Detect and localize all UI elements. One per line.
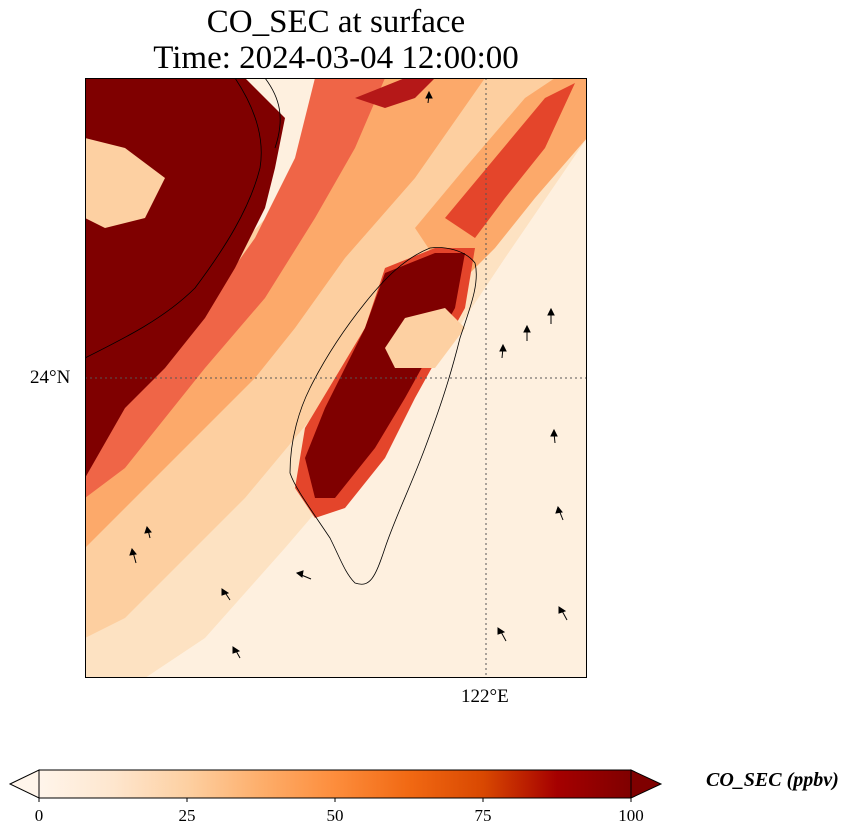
colorbar-tick-label: 0 (34, 806, 44, 825)
map-canvas (85, 78, 587, 678)
coastline-mainland-north (264, 78, 281, 149)
plot-title-line2: Time: 2024-03-04 12:00:00 (153, 40, 519, 76)
colorbar-tick-label: 50 (326, 806, 344, 825)
coastline-mainland (85, 78, 262, 359)
field-top-patch (355, 78, 435, 108)
field-plume-strong (85, 78, 385, 498)
field-plume-mid (85, 78, 485, 548)
colorbar-extend-min (8, 769, 40, 799)
field-light-patch (85, 138, 165, 228)
longitude-label: 122°E (461, 686, 509, 707)
wind-vectors (129, 90, 568, 659)
colorbar-tick-label: 25 (178, 806, 196, 825)
colorbar-svg (8, 769, 663, 802)
colorbar-tick-label: 100 (618, 806, 644, 825)
plot-title-line1: CO_SEC at surface (206, 4, 466, 40)
colorbar-ticks (38, 798, 632, 802)
field-ne-plume-strong (445, 83, 575, 238)
coastline-taiwan (289, 247, 477, 585)
colorbar-title: CO_SEC (ppbv) (706, 769, 839, 791)
latitude-label: 24°N (30, 367, 71, 388)
map-panel (85, 78, 587, 678)
colorbar-extend-max (630, 769, 663, 799)
field-taiwan-light-patch (385, 308, 465, 368)
map-border (85, 78, 587, 678)
colorbar-tick-label: 75 (474, 806, 492, 825)
colorbar-bar (38, 769, 632, 799)
colorbar (8, 764, 668, 804)
